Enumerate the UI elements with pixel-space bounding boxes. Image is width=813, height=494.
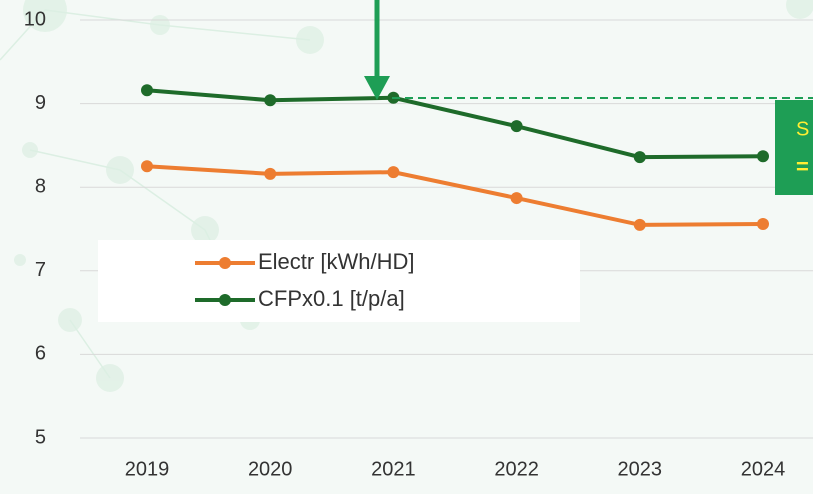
- x-tick-label: 2019: [125, 458, 170, 480]
- data-point: [510, 120, 523, 133]
- legend-swatch-marker: [219, 257, 231, 269]
- annotation-box: [775, 100, 813, 195]
- x-tick-label: 2023: [618, 458, 663, 480]
- y-tick-label: 9: [35, 92, 46, 114]
- data-point: [141, 160, 153, 173]
- x-tick-label: 2020: [248, 458, 293, 480]
- data-point: [264, 94, 277, 107]
- x-tick-label: 2022: [494, 458, 539, 480]
- series-line: [146, 88, 764, 160]
- arrow-head: [364, 76, 390, 100]
- y-tick-label: 7: [35, 259, 46, 281]
- legend-box: [98, 240, 580, 322]
- data-point: [633, 218, 646, 231]
- legend-label: CFPx0.1 [t/p/a]: [258, 286, 405, 311]
- legend-swatch-marker: [219, 294, 231, 306]
- y-tick-label: 5: [35, 426, 46, 448]
- background-network: [0, 9, 311, 379]
- data-point: [141, 84, 153, 97]
- data-point: [757, 150, 769, 163]
- legend-label: Electr [kWh/HD]: [258, 249, 414, 274]
- series-line: [146, 164, 764, 227]
- x-tick-label: 2024: [741, 458, 786, 480]
- y-tick-label: 8: [35, 175, 46, 197]
- y-tick-label: 10: [24, 8, 46, 30]
- annotation-text: S: [796, 118, 809, 140]
- data-point: [387, 166, 400, 179]
- x-tick-label: 2021: [371, 458, 416, 480]
- data-point: [633, 151, 646, 164]
- data-point: [264, 167, 277, 180]
- annotation-text: =: [796, 154, 809, 179]
- y-tick-label: 6: [35, 343, 46, 365]
- data-point: [757, 217, 769, 230]
- data-point: [510, 192, 523, 205]
